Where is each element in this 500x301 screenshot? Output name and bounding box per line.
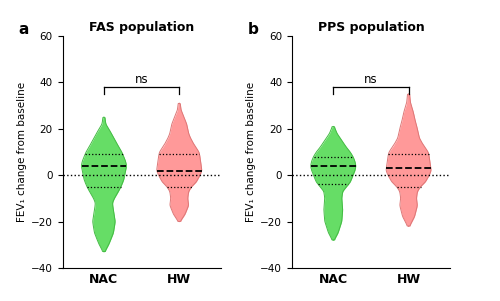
Y-axis label: FEV₁ change from baseline: FEV₁ change from baseline xyxy=(246,82,256,222)
Title: PPS population: PPS population xyxy=(318,20,424,34)
Title: FAS population: FAS population xyxy=(89,20,194,34)
Text: ns: ns xyxy=(364,73,378,86)
Text: b: b xyxy=(248,22,258,37)
Y-axis label: FEV₁ change from baseline: FEV₁ change from baseline xyxy=(16,82,26,222)
Text: a: a xyxy=(18,22,28,37)
Text: ns: ns xyxy=(135,73,148,86)
